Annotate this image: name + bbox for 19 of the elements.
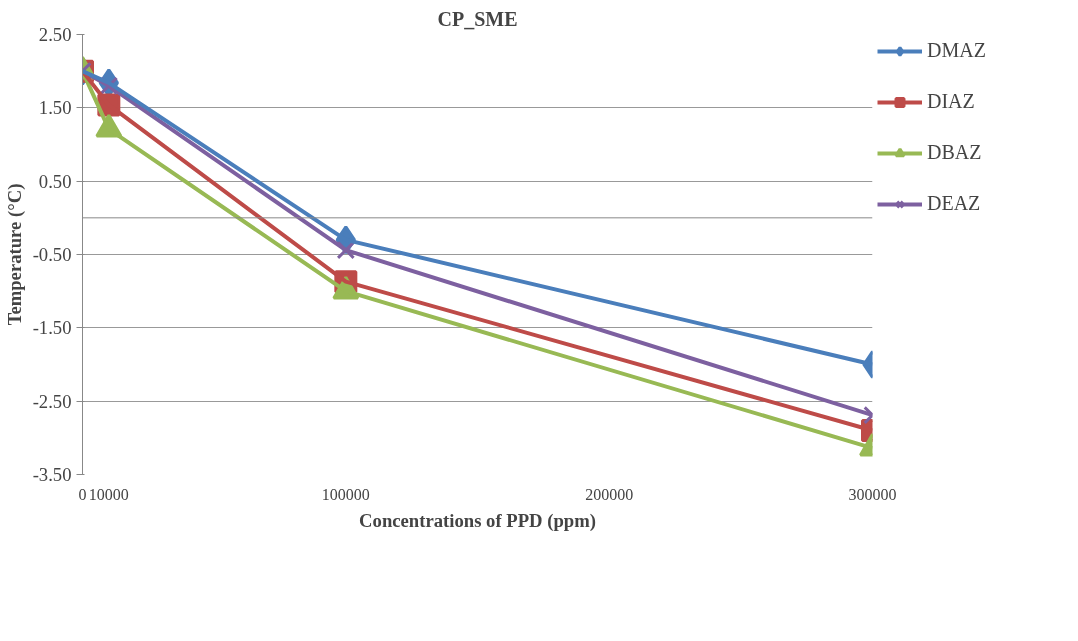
chart-title: CP_SME: [437, 7, 518, 30]
y-tick-label: -2.50: [32, 390, 72, 412]
x-axis-title: Concentrations of PPD (ppm): [359, 509, 596, 532]
y-tick-label: -1.50: [32, 317, 72, 339]
x-tick-label: 10000: [88, 485, 129, 503]
y-tick-label: 0.50: [38, 170, 72, 192]
legend-label: DMAZ: [927, 39, 986, 62]
x-tick-label: 100000: [321, 485, 370, 503]
y-tick-label: 2.50: [38, 24, 72, 45]
legend-label: DBAZ: [927, 141, 982, 164]
legend-label: DIAZ: [927, 90, 975, 113]
x-tick-label: 0: [78, 485, 87, 503]
y-tick-label: -0.50: [32, 244, 72, 265]
x-tick-label: 200000: [585, 485, 634, 503]
y-tick-label: -3.50: [32, 464, 72, 485]
legend-label: DEAZ: [927, 192, 981, 215]
y-tick-label: 1.50: [38, 97, 72, 119]
y-axis-title: Temperature (°C): [3, 183, 26, 326]
x-tick-label: 300000: [848, 485, 897, 503]
